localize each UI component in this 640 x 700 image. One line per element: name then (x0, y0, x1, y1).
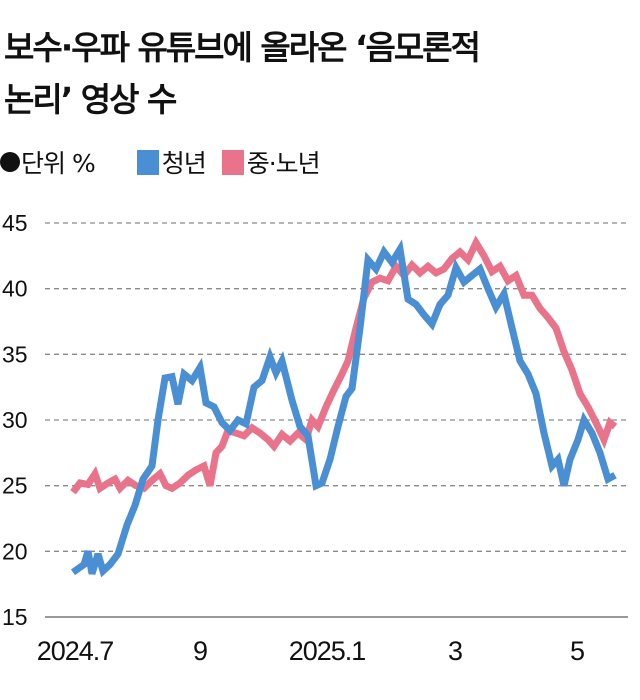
legend-item-senior: 중·노년 (221, 144, 321, 180)
legend: 단위 % 청년 중·노년 (0, 142, 336, 182)
legend-label-senior: 중·노년 (246, 149, 321, 178)
x-tick-label: 2024.7 (37, 636, 114, 666)
y-axis-ticks: 15 20 25 30 35 40 45 (2, 210, 28, 630)
chart-title-line-1: 보수·우파 유튜브에 올라온 ‘음모론적 (4, 28, 481, 67)
unit-label: 단위 % (0, 144, 96, 180)
y-tick-label: 35 (2, 341, 28, 367)
senior-swatch-icon (221, 149, 244, 175)
unit-text: 단위 % (21, 149, 96, 178)
x-tick-label: 9 (193, 636, 207, 666)
youth-swatch-icon (136, 149, 159, 175)
senior-line (70, 235, 618, 495)
bullet-icon (0, 152, 20, 172)
x-tick-label: 5 (570, 636, 584, 666)
x-tick-label: 3 (448, 636, 462, 666)
y-tick-label: 45 (2, 210, 28, 236)
chart-title: 보수·우파 유튜브에 올라온 ‘음모론적 논리’ 영상 수 (4, 22, 634, 126)
y-tick-label: 40 (2, 276, 28, 302)
y-tick-label: 30 (2, 407, 28, 433)
legend-item-youth: 청년 (136, 144, 207, 180)
youth-line (70, 239, 617, 578)
y-tick-label: 20 (2, 538, 28, 564)
data-series (70, 235, 618, 578)
legend-label-youth: 청년 (161, 149, 207, 178)
chart-title-line-2: 논리’ 영상 수 (4, 80, 177, 119)
y-tick-label: 15 (2, 604, 28, 630)
x-tick-label: 2025.1 (289, 636, 366, 666)
x-axis-ticks: 2024.7 9 2025.1 3 5 (37, 636, 585, 666)
y-tick-label: 25 (2, 473, 28, 499)
